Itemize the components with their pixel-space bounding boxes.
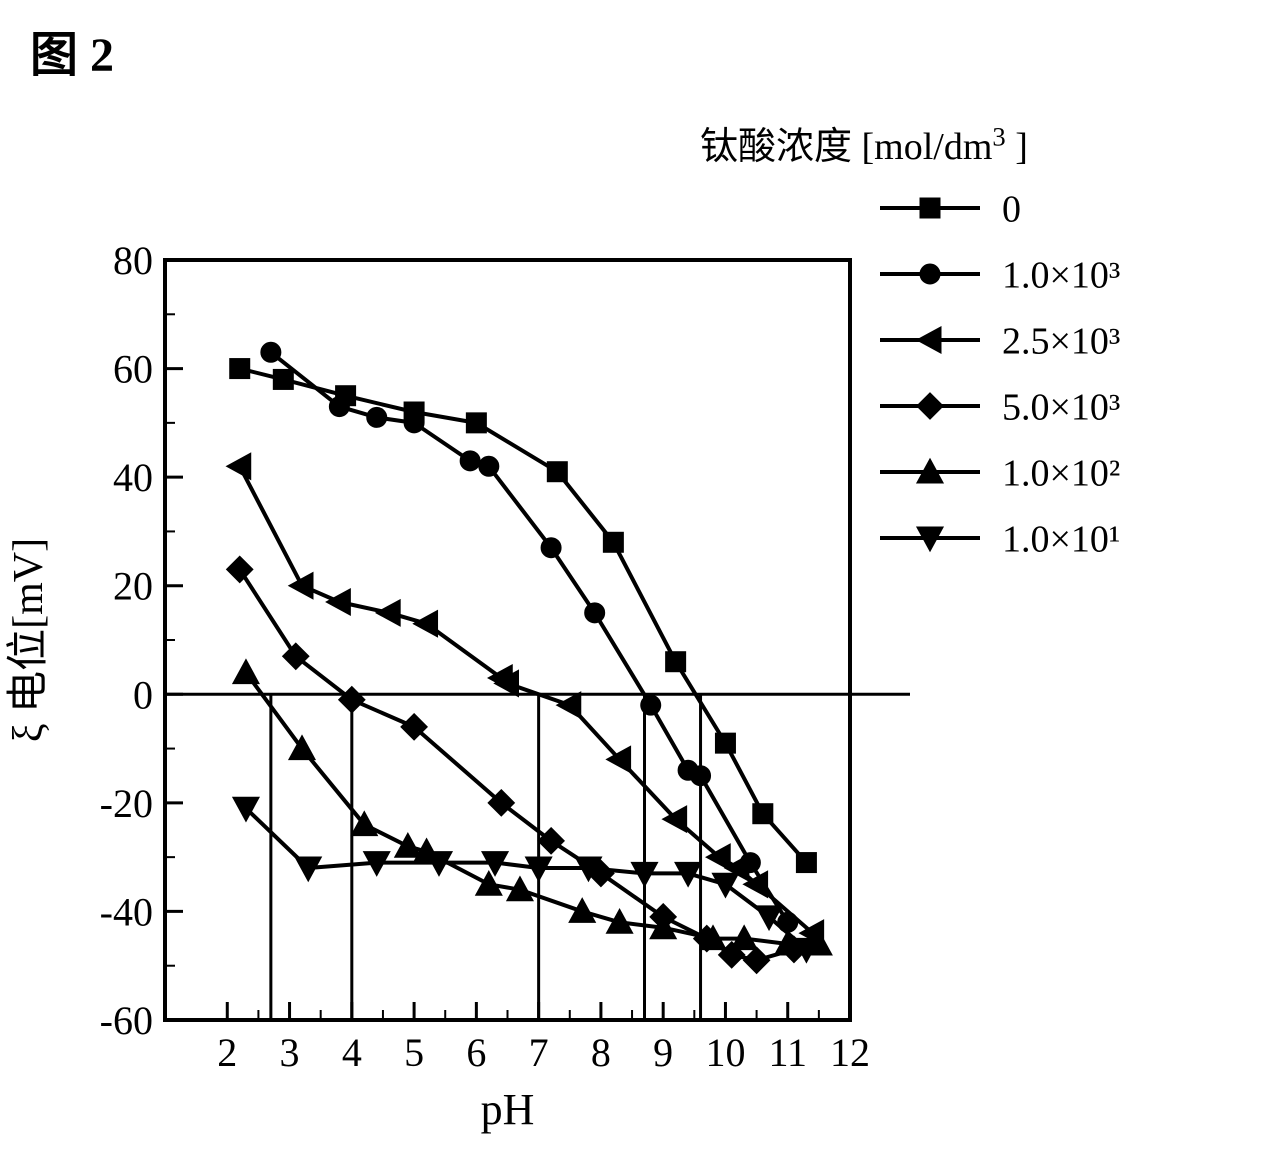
- marker-square: [466, 413, 486, 433]
- marker-tri-up: [233, 659, 259, 683]
- marker-diamond: [917, 393, 943, 419]
- x-tick-label: 4: [342, 1030, 362, 1075]
- zeta-potential-chart: 23456789 10 11 12 -60 -40 -20 0 20 40 60 80 pH ξ 电位[m…: [0, 0, 1270, 1152]
- x-tick-label: 11: [768, 1030, 807, 1075]
- marker-square: [753, 804, 773, 824]
- y-tick-label: 0: [133, 672, 153, 717]
- x-tick-label: 10: [705, 1030, 745, 1075]
- marker-diamond: [743, 947, 769, 973]
- marker-circle: [460, 451, 480, 471]
- marker-square: [230, 359, 250, 379]
- legend-label: 5.0×10³: [1002, 386, 1120, 428]
- series-s1: [261, 342, 798, 932]
- legend-row-s3: 5.0×10³: [880, 386, 1120, 428]
- x-tick-label: 7: [529, 1030, 549, 1075]
- figure-container: 图 2 钛酸浓度 [mol/dm3 ] 23456789101112-60-40…: [0, 0, 1270, 1152]
- marker-square: [273, 369, 293, 389]
- series-line: [240, 369, 807, 863]
- marker-tri-down: [712, 873, 738, 897]
- marker-circle: [329, 397, 349, 417]
- y-tick-label: -20: [100, 781, 153, 826]
- marker-circle: [641, 695, 661, 715]
- marker-square: [796, 853, 816, 873]
- x-tick-label: 5: [404, 1030, 424, 1075]
- y-tick-label: -40: [100, 889, 153, 934]
- marker-tri-up: [569, 898, 595, 922]
- x-tick-label: 12: [830, 1030, 870, 1075]
- marker-circle: [691, 766, 711, 786]
- series-line: [271, 352, 788, 922]
- marker-tri-left: [227, 453, 251, 479]
- marker-square: [547, 462, 567, 482]
- series-s4: [233, 659, 832, 955]
- legend-label: 0: [1002, 188, 1021, 230]
- x-tick-label: 8: [591, 1030, 611, 1075]
- marker-circle: [541, 538, 561, 558]
- marker-square: [920, 198, 940, 218]
- marker-circle: [920, 264, 940, 284]
- y-axis-label: ξ 电位[mV]: [5, 538, 52, 742]
- marker-tri-left: [917, 327, 941, 353]
- y-tick-label: 80: [113, 238, 153, 283]
- marker-tri-left: [413, 611, 437, 637]
- marker-square: [715, 733, 735, 753]
- marker-tri-left: [326, 589, 350, 615]
- legend-row-s4: 1.0×10²: [880, 452, 1120, 494]
- x-tick-label: 2: [217, 1030, 237, 1075]
- marker-circle: [585, 603, 605, 623]
- series-line: [240, 569, 794, 960]
- legend-row-s2: 2.5×10³: [880, 320, 1120, 362]
- legend-label: 1.0×10¹: [1002, 518, 1120, 560]
- y-tick-label: 40: [113, 455, 153, 500]
- y-tick-label: 60: [113, 347, 153, 392]
- x-tick-label: 3: [280, 1030, 300, 1075]
- legend-label: 2.5×10³: [1002, 320, 1120, 362]
- marker-tri-up: [395, 833, 421, 857]
- legend-label: 1.0×10²: [1002, 452, 1120, 494]
- marker-circle: [404, 413, 424, 433]
- x-tick-label: 6: [466, 1030, 486, 1075]
- y-tick-label: -60: [100, 998, 153, 1043]
- marker-square: [603, 532, 623, 552]
- marker-circle: [367, 407, 387, 427]
- series-line: [246, 673, 819, 944]
- marker-circle: [261, 342, 281, 362]
- marker-square: [666, 652, 686, 672]
- marker-tri-left: [289, 573, 313, 599]
- marker-tri-up: [476, 871, 502, 895]
- legend-row-s1: 1.0×10³: [880, 254, 1120, 296]
- legend-row-s5: 1.0×10¹: [880, 518, 1120, 560]
- x-axis-label: pH: [481, 1085, 535, 1134]
- marker-circle: [479, 456, 499, 476]
- series-s2: [227, 453, 824, 946]
- marker-tri-left: [376, 600, 400, 626]
- y-tick-label: 20: [113, 564, 153, 609]
- series-s0: [230, 359, 817, 873]
- legend-label: 1.0×10³: [1002, 254, 1120, 296]
- legend-row-s0: 0: [880, 188, 1021, 230]
- marker-diamond: [227, 556, 253, 582]
- marker-tri-left: [557, 692, 581, 718]
- x-tick-label: 9: [653, 1030, 673, 1075]
